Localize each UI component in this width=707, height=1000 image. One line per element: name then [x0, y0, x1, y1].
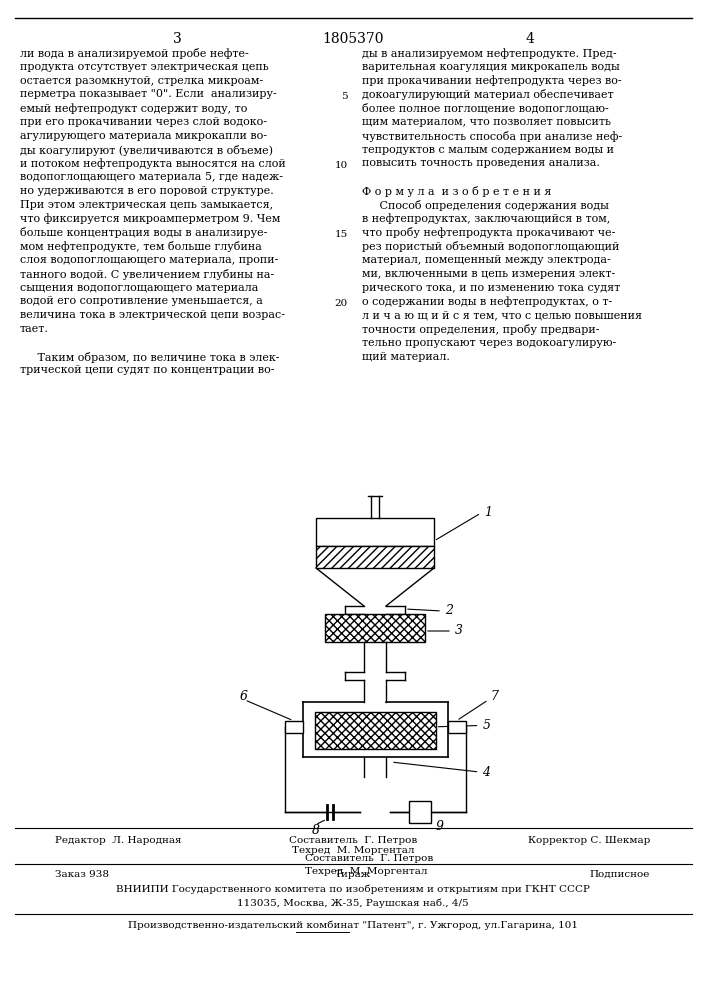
Text: Составитель  Г. Петров
Техред  М. Моргентал: Составитель Г. Петров Техред М. Моргента… — [289, 836, 417, 855]
Text: 6: 6 — [240, 690, 247, 703]
Text: щий материал.: щий материал. — [362, 352, 450, 362]
Text: щим материалом, что позволяет повысить: щим материалом, что позволяет повысить — [362, 117, 611, 127]
Text: водопоглощающего материала 5, где надеж-: водопоглощающего материала 5, где надеж- — [20, 172, 283, 182]
Text: 9: 9 — [436, 820, 444, 834]
Text: 5: 5 — [341, 92, 348, 101]
Text: 20: 20 — [334, 299, 348, 308]
Text: ми, включенными в цепь измерения элект-: ми, включенными в цепь измерения элект- — [362, 269, 615, 279]
Text: 10: 10 — [334, 161, 348, 170]
Text: продукта отсутствует электрическая цепь: продукта отсутствует электрическая цепь — [20, 62, 269, 72]
Text: Корректор С. Шекмар: Корректор С. Шекмар — [527, 836, 650, 845]
Text: Техред  М. Моргентал: Техред М. Моргентал — [305, 867, 428, 876]
Text: слоя водопоглощающего материала, пропи-: слоя водопоглощающего материала, пропи- — [20, 255, 279, 265]
Text: ВНИИПИ Государственного комитета по изобретениям и открытиям при ГКНТ СССР: ВНИИПИ Государственного комитета по изоб… — [116, 885, 590, 894]
Text: чувствительность способа при анализе неф-: чувствительность способа при анализе неф… — [362, 131, 622, 142]
Text: 1805370: 1805370 — [322, 32, 384, 46]
Text: при его прокачивании через слой водоко-: при его прокачивании через слой водоко- — [20, 117, 267, 127]
Text: варительная коагуляция микрокапель воды: варительная коагуляция микрокапель воды — [362, 62, 620, 72]
Text: трической цепи судят по концентрации во-: трической цепи судят по концентрации во- — [20, 365, 274, 375]
Text: что фиксируется микроамперметром 9. Чем: что фиксируется микроамперметром 9. Чем — [20, 214, 281, 224]
Text: Заказ 938: Заказ 938 — [55, 870, 109, 879]
Text: что пробу нефтепродукта прокачивают че-: что пробу нефтепродукта прокачивают че- — [362, 227, 615, 238]
Text: 7: 7 — [491, 690, 498, 703]
Bar — [325, 614, 425, 642]
Text: Ф о р м у л а  и з о б р е т е н и я: Ф о р м у л а и з о б р е т е н и я — [362, 186, 551, 197]
Bar — [448, 721, 465, 733]
Text: в нефтепродуктах, заключающийся в том,: в нефтепродуктах, заключающийся в том, — [362, 214, 610, 224]
Text: 8: 8 — [312, 824, 320, 836]
Text: Составитель  Г. Петров: Составитель Г. Петров — [305, 854, 433, 863]
Text: агулирующего материала микрокапли во-: агулирующего материала микрокапли во- — [20, 131, 267, 141]
Text: больше концентрация воды в анализируе-: больше концентрация воды в анализируе- — [20, 227, 267, 238]
Text: более полное поглощение водопоглощаю-: более полное поглощение водопоглощаю- — [362, 103, 609, 114]
Text: 3: 3 — [455, 624, 463, 638]
Text: 2: 2 — [445, 604, 453, 617]
Text: перметра показывает "0". Если  анализиру-: перметра показывает "0". Если анализиру- — [20, 89, 276, 99]
Text: ды в анализируемом нефтепродукте. Пред-: ды в анализируемом нефтепродукте. Пред- — [362, 48, 617, 59]
Text: 1: 1 — [484, 506, 492, 520]
Text: Подписное: Подписное — [590, 870, 650, 879]
Text: 113035, Москва, Ж-35, Раушская наб., 4/5: 113035, Москва, Ж-35, Раушская наб., 4/5 — [237, 899, 469, 908]
Text: тает.: тает. — [20, 324, 49, 334]
Text: Таким образом, по величине тока в элек-: Таким образом, по величине тока в элек- — [20, 352, 279, 363]
Text: о содержании воды в нефтепродуктах, о т-: о содержании воды в нефтепродуктах, о т- — [362, 296, 612, 307]
Bar — [316, 518, 434, 546]
Bar — [316, 546, 434, 568]
Text: остается разомкнутой, стрелка микроам-: остается разомкнутой, стрелка микроам- — [20, 76, 263, 86]
Text: величина тока в электрической цепи возрас-: величина тока в электрической цепи возра… — [20, 310, 285, 320]
Text: тельно пропускают через водокоагулирую-: тельно пропускают через водокоагулирую- — [362, 338, 617, 348]
Text: докоагулирующий материал обеспечивает: докоагулирующий материал обеспечивает — [362, 89, 614, 100]
Bar — [316, 546, 434, 568]
Text: емый нефтепродукт содержит воду, то: емый нефтепродукт содержит воду, то — [20, 103, 247, 114]
Bar — [315, 712, 436, 749]
Text: и потоком нефтепродукта выносятся на слой: и потоком нефтепродукта выносятся на сло… — [20, 158, 286, 169]
Bar — [284, 721, 303, 733]
Text: повысить точность проведения анализа.: повысить точность проведения анализа. — [362, 158, 600, 168]
Text: 5: 5 — [482, 719, 491, 732]
Text: л и ч а ю щ и й с я тем, что с целью повышения: л и ч а ю щ и й с я тем, что с целью пов… — [362, 310, 642, 320]
Text: 15: 15 — [334, 230, 348, 239]
Text: 3: 3 — [173, 32, 182, 46]
Text: Способ определения содержания воды: Способ определения содержания воды — [362, 200, 609, 211]
Text: но удерживаются в его поровой структуре.: но удерживаются в его поровой структуре. — [20, 186, 274, 196]
Text: Редактор  Л. Народная: Редактор Л. Народная — [55, 836, 182, 845]
Text: тепродуктов с малым содержанием воды и: тепродуктов с малым содержанием воды и — [362, 145, 614, 155]
Text: 4: 4 — [525, 32, 534, 46]
Text: при прокачивании нефтепродукта через во-: при прокачивании нефтепродукта через во- — [362, 76, 621, 86]
Text: рез пористый объемный водопоглощающий: рез пористый объемный водопоглощающий — [362, 241, 619, 252]
Text: танного водой. С увеличением глубины на-: танного водой. С увеличением глубины на- — [20, 269, 274, 280]
Text: точности определения, пробу предвари-: точности определения, пробу предвари- — [362, 324, 600, 335]
Bar — [315, 712, 436, 749]
Text: материал, помещенный между электрода-: материал, помещенный между электрода- — [362, 255, 611, 265]
Text: Производственно-издательский комбинат "Патент", г. Ужгород, ул.Гагарина, 101: Производственно-издательский комбинат "П… — [128, 920, 578, 930]
Text: Тираж: Тираж — [335, 870, 371, 879]
Text: При этом электрическая цепь замыкается,: При этом электрическая цепь замыкается, — [20, 200, 273, 210]
Text: водой его сопротивление уменьшается, а: водой его сопротивление уменьшается, а — [20, 296, 263, 306]
Text: рического тока, и по изменению тока судят: рического тока, и по изменению тока судя… — [362, 283, 620, 293]
Text: мом нефтепродукте, тем больше глубина: мом нефтепродукте, тем больше глубина — [20, 241, 262, 252]
Text: сыщения водопоглощающего материала: сыщения водопоглощающего материала — [20, 283, 258, 293]
Bar — [409, 801, 431, 823]
Bar — [325, 614, 425, 642]
Text: ды коагулируют (увеличиваются в объеме): ды коагулируют (увеличиваются в объеме) — [20, 145, 273, 156]
Text: ли вода в анализируемой пробе нефте-: ли вода в анализируемой пробе нефте- — [20, 48, 249, 59]
Text: 4: 4 — [482, 766, 491, 778]
